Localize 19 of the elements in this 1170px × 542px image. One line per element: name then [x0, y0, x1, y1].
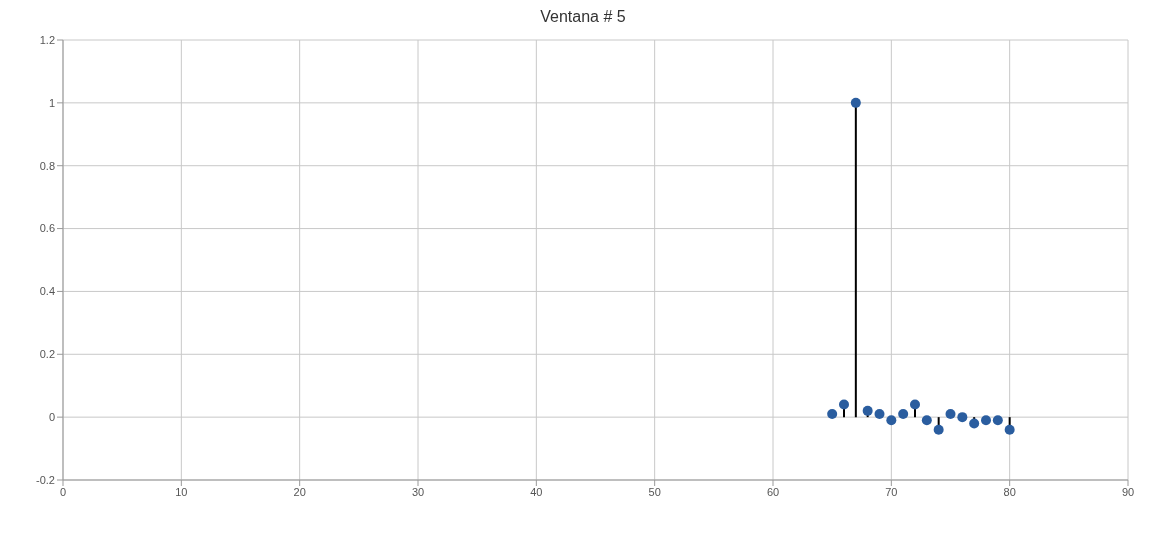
x-tick-label: 40 — [530, 485, 543, 498]
x-tick-label: 60 — [766, 485, 780, 498]
x-tick-label: 80 — [1003, 485, 1016, 498]
chart-title: Ventana # 5 — [539, 8, 627, 26]
x-tick-label: 10 — [175, 485, 188, 498]
x-tick-label: 30 — [411, 485, 425, 498]
x-tick-label: 50 — [648, 485, 661, 498]
y-tick-label: 1 — [48, 96, 55, 109]
y-tick-label: 0.4 — [39, 285, 55, 298]
y-tick-label: 0.8 — [39, 159, 55, 172]
x-tick-label: 0 — [59, 485, 67, 498]
x-tick-label: 70 — [885, 485, 898, 498]
x-tick-label: 20 — [293, 485, 306, 498]
x-tick-label: 90 — [1121, 485, 1135, 498]
y-tick-label: 0.6 — [39, 222, 55, 235]
y-tick-label: 0.2 — [39, 348, 55, 361]
y-tick-label: -0.2 — [36, 473, 55, 486]
y-tick-label: 0 — [48, 411, 55, 424]
y-tick-label: 1.2 — [39, 33, 55, 46]
